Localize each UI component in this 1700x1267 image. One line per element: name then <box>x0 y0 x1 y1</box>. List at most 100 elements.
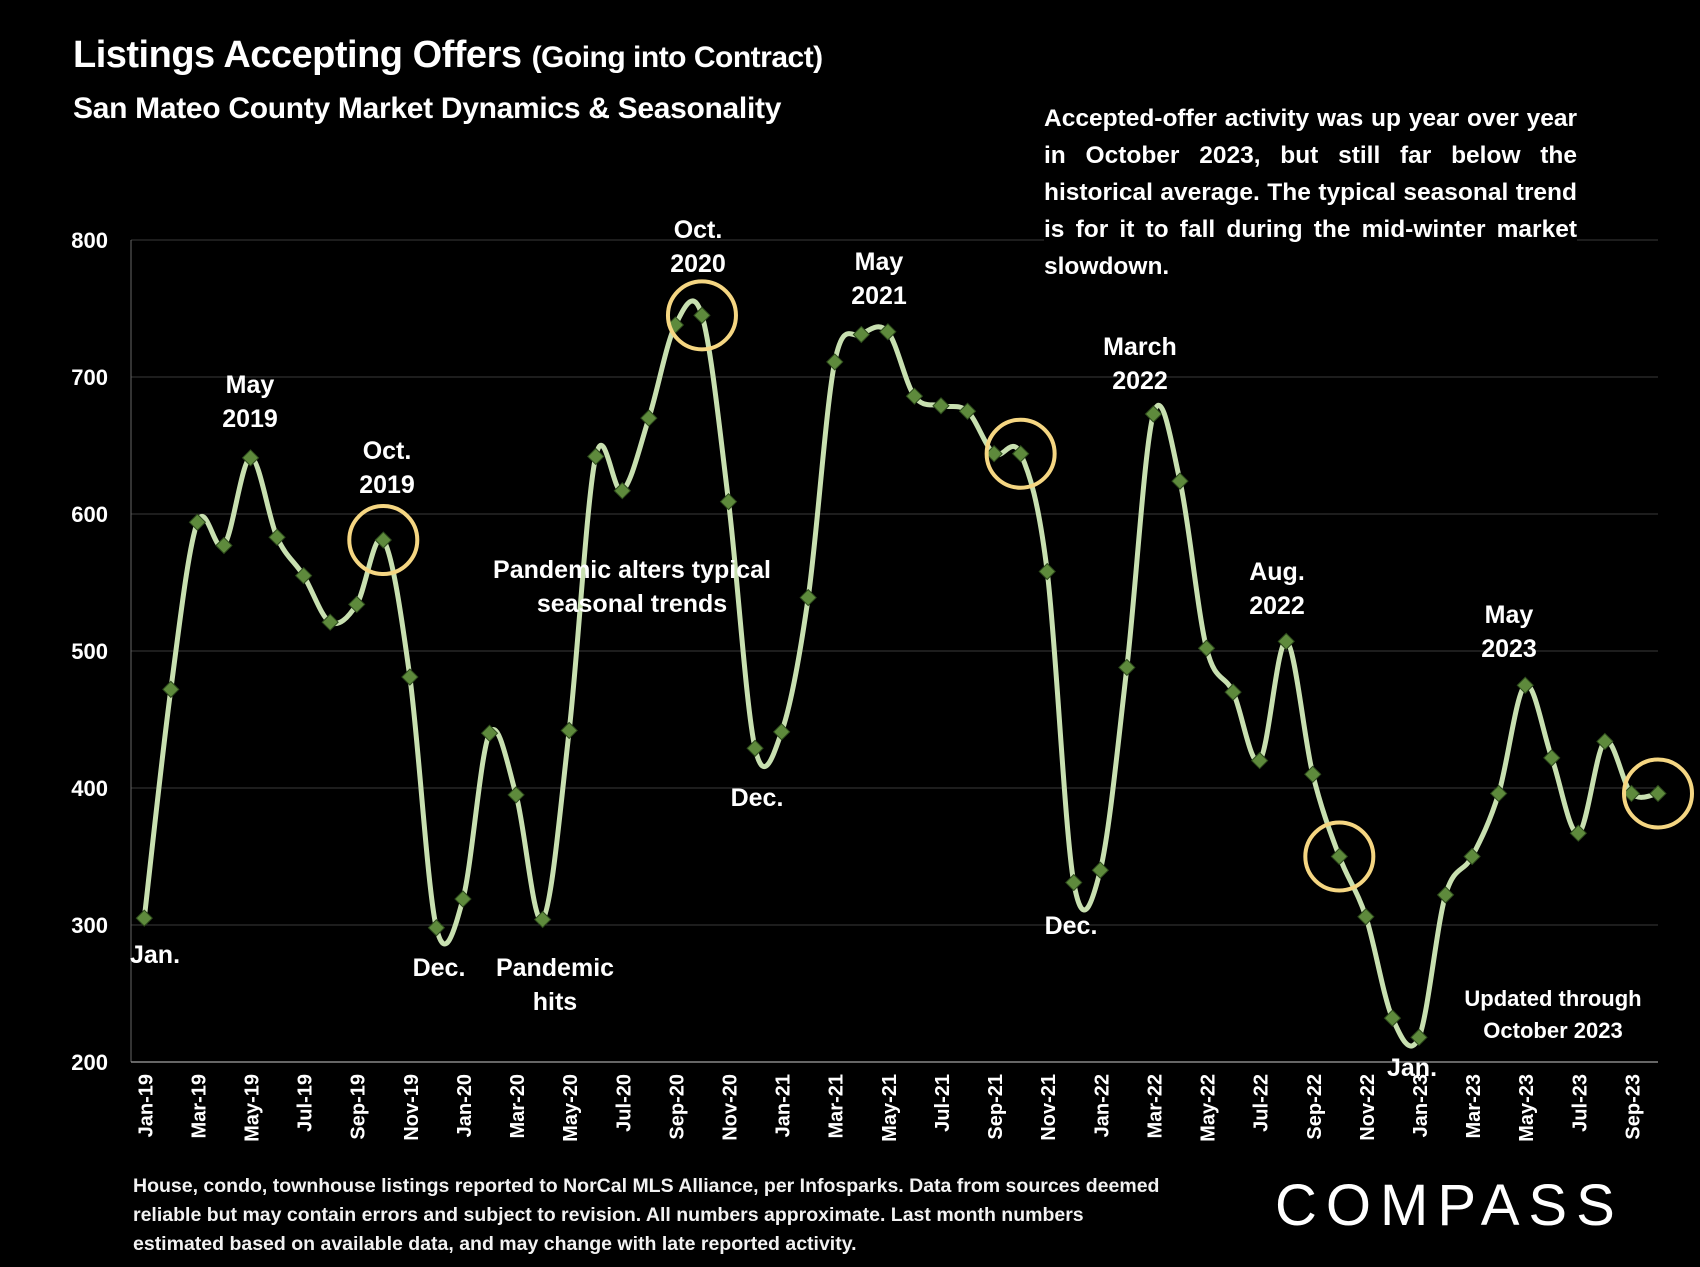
data-point-marker <box>1197 639 1216 657</box>
x-tick-label: Jul-19 <box>295 1074 317 1132</box>
annotation-label: May 2021 <box>851 248 907 310</box>
data-point-marker <box>587 447 605 466</box>
title-main: Listings Accepting Offers <box>73 34 522 76</box>
source-footnote: House, condo, townhouse listings reporte… <box>133 1175 1160 1255</box>
data-point-marker <box>905 387 924 405</box>
highlight-circle <box>347 504 420 577</box>
chart-title: Listings Accepting Offers (Going into Co… <box>73 34 823 77</box>
x-tick-label: Jan-22 <box>1091 1074 1113 1137</box>
x-tick-label: Jan-19 <box>135 1074 157 1137</box>
x-tick-label: Jan-23 <box>1410 1074 1432 1137</box>
annotation-label: Dec. <box>413 954 466 982</box>
series-line <box>141 298 1659 1049</box>
x-tick-label: Nov-21 <box>1038 1074 1060 1141</box>
data-point-marker <box>640 409 658 427</box>
annotation-label: May 2019 <box>222 371 278 433</box>
compass-logo: COMPASS <box>1275 1173 1624 1238</box>
data-point-marker <box>215 536 233 555</box>
data-point-marker <box>932 397 950 415</box>
data-point-marker <box>480 724 499 742</box>
data-point-marker <box>1410 1028 1428 1047</box>
y-tick-label: 200 <box>71 1050 108 1075</box>
data-point-marker <box>826 353 844 371</box>
x-tick-label: Nov-20 <box>720 1074 742 1141</box>
x-tick-label: Jul-21 <box>932 1074 954 1132</box>
data-point-marker <box>321 613 339 631</box>
y-tick-label: 600 <box>71 502 108 527</box>
x-tick-label: Nov-22 <box>1357 1074 1379 1141</box>
data-point-marker <box>1543 749 1561 767</box>
data-point-marker <box>799 588 817 607</box>
commentary-note: Accepted-offer activity was up year over… <box>1044 100 1577 285</box>
title-suffix: (Going into Contract) <box>531 41 824 74</box>
x-tick-label: Mar-19 <box>188 1074 210 1138</box>
data-point-marker <box>533 910 552 929</box>
annotation-label: Jan. <box>130 941 180 969</box>
highlight-circle <box>665 279 738 352</box>
annotation-label: Oct. 2020 <box>670 216 726 278</box>
data-point-marker <box>1091 861 1110 879</box>
annotation-label: Oct. 2019 <box>359 437 415 499</box>
data-point-marker <box>1171 472 1189 490</box>
data-point-marker <box>1277 632 1295 651</box>
data-point-marker <box>1436 886 1455 904</box>
x-tick-label: Jul-20 <box>613 1074 635 1132</box>
data-point-marker <box>1489 784 1508 803</box>
data-point-marker <box>507 786 525 804</box>
y-tick-label: 400 <box>71 776 108 801</box>
annotation-label: Dec. <box>1045 912 1098 940</box>
x-tick-label: May-22 <box>1198 1074 1220 1142</box>
highlight-circle <box>1622 757 1694 830</box>
data-point-marker <box>985 445 1003 463</box>
y-tick-label: 500 <box>71 639 108 664</box>
data-point-marker <box>1065 873 1083 892</box>
x-tick-label: Sep-22 <box>1304 1074 1326 1140</box>
data-point-marker <box>401 668 419 686</box>
data-point-marker <box>294 566 313 585</box>
data-point-marker <box>1224 683 1242 701</box>
data-point-marker <box>188 513 207 531</box>
line-chart: 200 300 400 500 600 700 800 Jan-19 Mar-19 May-19 J… <box>71 216 1694 1142</box>
annotation-label: May 2023 <box>1481 601 1537 663</box>
data-point-marker <box>374 531 392 549</box>
data-point-marker <box>348 595 366 614</box>
data-point-marker <box>135 909 153 927</box>
data-point-marker <box>427 919 446 937</box>
y-tick-label: 800 <box>71 228 108 253</box>
data-point-marker <box>1304 765 1322 784</box>
data-point-marker <box>268 528 286 546</box>
data-point-marker <box>1250 751 1269 770</box>
data-point-marker <box>1463 847 1481 866</box>
x-tick-label: Jan-20 <box>454 1074 476 1137</box>
x-tick-label: Sep-19 <box>348 1074 370 1140</box>
annotation-label: Pandemic hits <box>496 954 614 1016</box>
x-tick-label: Mar-23 <box>1463 1074 1485 1138</box>
x-tick-label: Sep-20 <box>666 1074 688 1140</box>
data-point-marker <box>1383 1009 1402 1027</box>
data-point-marker <box>746 739 764 757</box>
data-point-marker <box>772 723 791 741</box>
annotation-label: Pandemic alters typical seasonal trends <box>493 556 771 618</box>
x-tick-label: Mar-21 <box>826 1074 848 1138</box>
y-tick-label: 700 <box>71 365 108 390</box>
data-point-marker <box>1357 908 1375 926</box>
x-tick-label: Sep-23 <box>1622 1074 1644 1140</box>
x-tick-label: May-19 <box>242 1074 264 1142</box>
highlight-circle <box>1303 820 1376 893</box>
data-point-marker <box>454 890 472 908</box>
x-tick-label: May-21 <box>879 1074 901 1142</box>
x-tick-label: Jan-21 <box>773 1074 795 1137</box>
y-tick-label: 300 <box>71 913 108 938</box>
x-tick-label: Mar-22 <box>1144 1074 1166 1138</box>
annotation-label: Jan. <box>1387 1054 1437 1082</box>
x-tick-label: Jul-23 <box>1569 1074 1591 1132</box>
data-point-marker <box>879 323 897 341</box>
data-point-marker <box>958 402 977 420</box>
chart-subtitle: San Mateo County Market Dynamics & Seaso… <box>73 92 782 125</box>
annotation-label: Updated through October 2023 <box>1464 986 1641 1043</box>
data-point-marker <box>560 721 578 740</box>
x-tick-label: May-20 <box>560 1074 582 1142</box>
data-point-marker <box>1516 676 1534 694</box>
annotation-label: Aug. 2022 <box>1249 558 1305 620</box>
data-point-marker <box>241 449 260 467</box>
